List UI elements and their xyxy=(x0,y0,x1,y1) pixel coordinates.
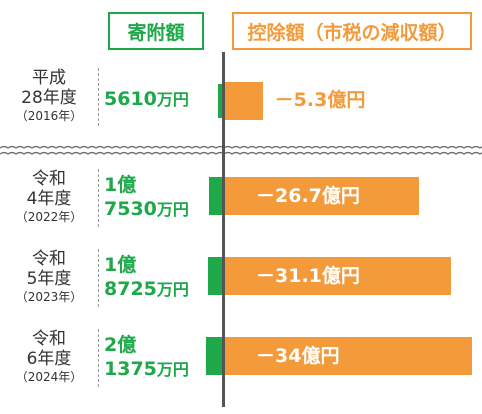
deduction-label: －31.1億円 xyxy=(256,265,360,287)
donation-value: 7530 xyxy=(104,198,157,220)
axis-break-wave xyxy=(0,145,482,155)
deduction-header: 控除額（市税の減収額） xyxy=(232,12,472,50)
year-label: 平成 28年度 （2016年） xyxy=(0,68,98,124)
donation-value: 8725 xyxy=(104,278,157,300)
donation-bar xyxy=(217,84,222,118)
deduction-bar xyxy=(224,82,263,120)
donation-amount: 1億 7530万円 xyxy=(104,173,189,222)
row-2024: 令和 6年度 （2024年） 2億 1375万円 －34億円 xyxy=(0,325,482,395)
row-2016: 平成 28年度 （2016年） 5610万円 －5.3億円 xyxy=(0,62,482,132)
deduction-bar xyxy=(224,177,419,215)
western-year-text: （2022年） xyxy=(15,210,83,224)
era-text: 令和 xyxy=(32,329,66,349)
zero-axis xyxy=(222,52,225,407)
era-text: 平成 xyxy=(32,68,66,88)
era-text: 令和 xyxy=(32,249,66,269)
western-year-text: （2016年） xyxy=(15,109,83,123)
label-separator xyxy=(98,249,99,307)
fiscal-year-text: 5年度 xyxy=(26,269,72,289)
donation-value: 1375 xyxy=(104,358,157,380)
row-2022: 令和 4年度 （2022年） 1億 7530万円 －26.7億円 xyxy=(0,165,482,235)
donation-amount: 1億 8725万円 xyxy=(104,253,189,302)
donation-unit: 万円 xyxy=(156,200,189,219)
deduction-label: －34億円 xyxy=(256,345,340,367)
label-separator xyxy=(98,68,99,126)
era-text: 令和 xyxy=(32,169,66,189)
donation-bar xyxy=(207,257,222,295)
fiscal-year-text: 4年度 xyxy=(26,189,72,209)
label-separator xyxy=(98,169,99,227)
donation-unit: 万円 xyxy=(156,90,189,109)
donation-unit: 万円 xyxy=(156,280,189,299)
donation-value: 5610 xyxy=(104,88,157,110)
western-year-text: （2024年） xyxy=(15,370,83,384)
deduction-bar xyxy=(224,337,472,375)
fiscal-year-text: 6年度 xyxy=(26,349,72,369)
donation-oku: 2億 xyxy=(104,334,137,356)
fiscal-year-text: 28年度 xyxy=(21,88,77,108)
deduction-label: －5.3億円 xyxy=(274,89,366,111)
donation-oku: 1億 xyxy=(104,254,137,276)
donation-oku: 1億 xyxy=(104,174,137,196)
row-2023: 令和 5年度 （2023年） 1億 8725万円 －31.1億円 xyxy=(0,245,482,315)
donation-bar xyxy=(206,337,222,375)
deduction-label: －26.7億円 xyxy=(256,185,360,207)
donation-bar xyxy=(208,177,222,215)
year-label: 令和 5年度 （2023年） xyxy=(0,249,98,305)
donation-amount: 5610万円 xyxy=(104,87,189,112)
label-separator xyxy=(98,329,99,387)
year-label: 令和 6年度 （2024年） xyxy=(0,329,98,385)
donation-amount: 2億 1375万円 xyxy=(104,333,189,382)
donation-unit: 万円 xyxy=(156,360,189,379)
western-year-text: （2023年） xyxy=(15,290,83,304)
deduction-bar xyxy=(224,257,451,295)
year-label: 令和 4年度 （2022年） xyxy=(0,169,98,225)
donation-header: 寄附額 xyxy=(108,12,204,50)
